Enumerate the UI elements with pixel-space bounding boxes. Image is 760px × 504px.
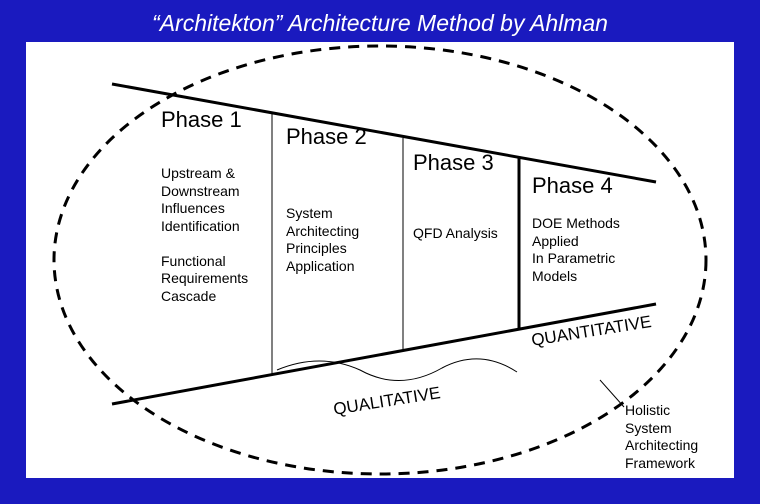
phase-2-body: SystemArchitectingPrinciplesApplication xyxy=(286,205,359,275)
outer-frame: “Architekton” Architecture Method by Ahl… xyxy=(0,0,760,504)
diagram-title: “Architekton” Architecture Method by Ahl… xyxy=(0,10,760,37)
phase-4-header: Phase 4 xyxy=(532,173,613,199)
phase-4-body: DOE MethodsAppliedIn ParametricModels xyxy=(532,215,620,285)
phase-1-header: Phase 1 xyxy=(161,107,242,133)
phase-1-body: Upstream &DownstreamInfluencesIdentifica… xyxy=(161,165,248,305)
phase-3-body: QFD Analysis xyxy=(413,225,498,243)
framework-annotation: HolisticSystemArchitectingFramework xyxy=(625,402,698,472)
phase-3-header: Phase 3 xyxy=(413,150,494,176)
phase-2-header: Phase 2 xyxy=(286,124,367,150)
